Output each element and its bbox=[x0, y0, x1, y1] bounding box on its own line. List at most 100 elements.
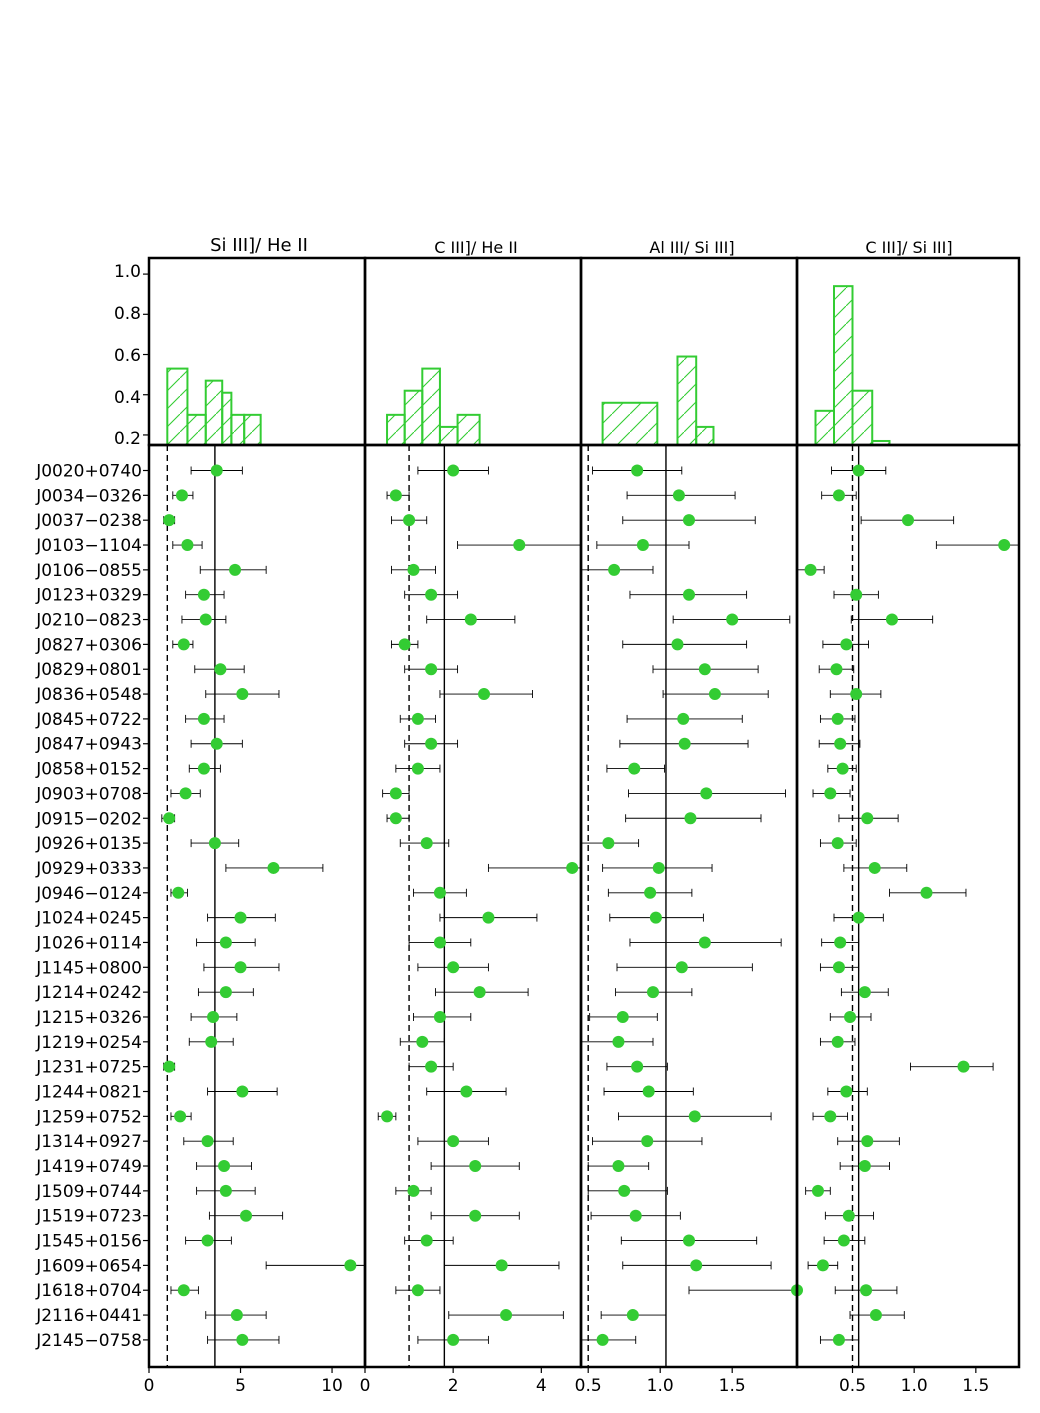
object-label: J0827+0306 bbox=[35, 635, 142, 655]
object-label: J2145−0758 bbox=[35, 1331, 142, 1351]
object-label: J1618+0704 bbox=[35, 1281, 142, 1301]
object-label: J0103−1104 bbox=[35, 536, 142, 556]
data-point bbox=[861, 812, 874, 825]
data-point bbox=[425, 737, 438, 750]
data-point bbox=[495, 1259, 508, 1272]
xtick-label: 10 bbox=[321, 1376, 343, 1396]
data-point bbox=[832, 489, 845, 502]
object-label: J0845+0722 bbox=[35, 710, 142, 730]
data-point bbox=[566, 861, 579, 874]
data-point bbox=[179, 787, 192, 800]
data-point bbox=[210, 464, 223, 477]
data-point bbox=[885, 613, 898, 626]
data-point bbox=[684, 812, 697, 825]
xtick-label: 0.5 bbox=[839, 1376, 866, 1396]
data-point bbox=[861, 1135, 874, 1148]
object-label: J0929+0333 bbox=[35, 859, 142, 879]
scatter-frame bbox=[579, 443, 799, 1369]
object-label: J0858+0152 bbox=[35, 760, 142, 780]
data-point bbox=[683, 514, 695, 527]
object-label: J1214+0242 bbox=[35, 983, 142, 1003]
object-label: J1219+0254 bbox=[35, 1033, 142, 1053]
data-point bbox=[868, 861, 881, 874]
data-point bbox=[957, 1060, 970, 1073]
data-point bbox=[267, 861, 280, 874]
data-point bbox=[832, 961, 845, 974]
data-point bbox=[902, 514, 914, 527]
data-point bbox=[998, 539, 1011, 552]
data-point bbox=[671, 638, 684, 651]
histogram-bar bbox=[243, 413, 262, 447]
data-point bbox=[433, 886, 446, 899]
data-point bbox=[175, 489, 188, 502]
data-point bbox=[677, 712, 690, 725]
data-point bbox=[210, 737, 223, 750]
xtick-label: 0 bbox=[360, 1376, 371, 1396]
xtick-label: 1.5 bbox=[962, 1376, 989, 1396]
data-point bbox=[644, 886, 657, 899]
data-point bbox=[240, 1209, 253, 1222]
data-point bbox=[229, 563, 242, 576]
data-point bbox=[513, 539, 526, 552]
data-point bbox=[852, 911, 865, 924]
data-point bbox=[381, 1110, 394, 1123]
data-point bbox=[236, 688, 249, 701]
data-point bbox=[174, 1110, 187, 1123]
data-point bbox=[834, 936, 847, 949]
object-label: J1026+0114 bbox=[35, 933, 142, 953]
data-point bbox=[201, 1234, 214, 1247]
data-point bbox=[230, 1309, 243, 1322]
data-point bbox=[860, 1284, 873, 1297]
data-point bbox=[850, 688, 863, 701]
data-point bbox=[447, 961, 460, 974]
data-point bbox=[824, 1110, 837, 1123]
panel-1-title: Si III]/ He II bbox=[210, 235, 308, 256]
data-point bbox=[344, 1259, 357, 1272]
object-label: J1509+0744 bbox=[35, 1182, 142, 1202]
data-point bbox=[869, 1309, 882, 1322]
data-point bbox=[831, 712, 844, 725]
data-point bbox=[842, 1209, 855, 1222]
data-point bbox=[177, 638, 190, 651]
data-point bbox=[219, 936, 232, 949]
object-label: J0106−0855 bbox=[35, 561, 142, 581]
data-point bbox=[219, 986, 232, 999]
histogram-bar bbox=[438, 425, 459, 447]
data-point bbox=[616, 1010, 629, 1023]
object-label: J0836+0548 bbox=[35, 685, 142, 705]
object-label: J1609+0654 bbox=[35, 1256, 142, 1276]
scatter-frame bbox=[795, 443, 1021, 1369]
object-label: J0020+0740 bbox=[35, 462, 142, 482]
data-point bbox=[478, 688, 491, 701]
data-point bbox=[205, 1035, 218, 1048]
data-point bbox=[858, 1160, 871, 1173]
data-point bbox=[858, 986, 871, 999]
xtick-label: 1.0 bbox=[647, 1376, 674, 1396]
xtick-label: 2 bbox=[448, 1376, 459, 1396]
data-point bbox=[197, 712, 210, 725]
data-point bbox=[407, 1184, 420, 1197]
data-point bbox=[197, 588, 210, 601]
object-label: J0829+0801 bbox=[35, 660, 142, 680]
data-point bbox=[447, 1333, 460, 1346]
object-label: J0926+0135 bbox=[35, 834, 142, 854]
data-point bbox=[420, 837, 433, 850]
panel-3-title: Al III/ Si III] bbox=[649, 238, 734, 257]
data-point bbox=[389, 787, 402, 800]
histogram-bar bbox=[186, 413, 207, 447]
object-label: J0037−0238 bbox=[35, 511, 142, 531]
data-point bbox=[852, 464, 865, 477]
object-label: J1314+0927 bbox=[35, 1132, 142, 1152]
data-point bbox=[837, 1234, 850, 1247]
xtick-label: 1.5 bbox=[719, 1376, 746, 1396]
histogram-bar bbox=[695, 425, 715, 447]
histogram-bar bbox=[403, 389, 424, 447]
histogram-row bbox=[143, 256, 1021, 447]
data-point bbox=[163, 812, 176, 825]
data-point bbox=[596, 1333, 609, 1346]
data-point bbox=[218, 1160, 231, 1173]
data-point bbox=[460, 1085, 473, 1098]
data-point bbox=[824, 787, 837, 800]
data-point bbox=[214, 663, 227, 676]
xtick-label: 4 bbox=[536, 1376, 547, 1396]
